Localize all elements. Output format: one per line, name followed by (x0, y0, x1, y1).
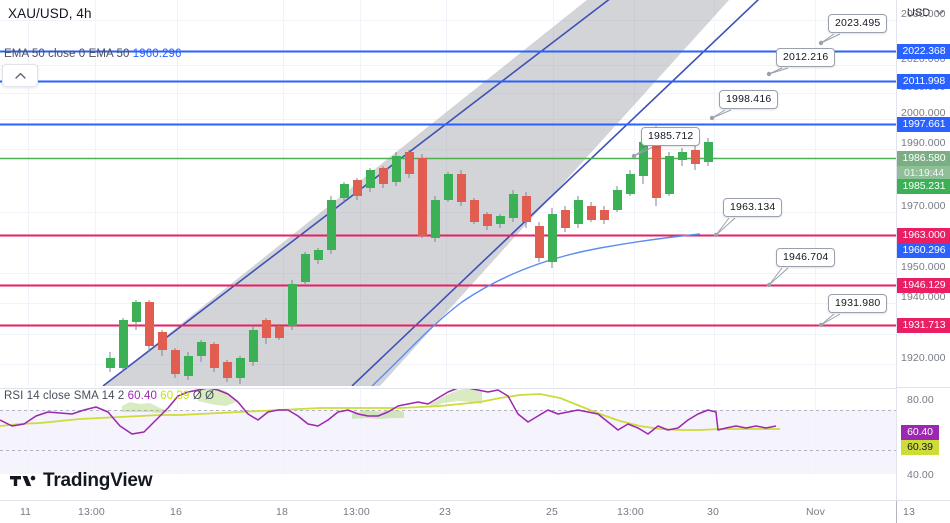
price-chip-1946[interactable]: 1946.129 (897, 278, 950, 293)
axis-tick: 1990.000 (901, 137, 946, 149)
countdown-chip: 01:19:44 (897, 166, 950, 181)
currency-label: USD (907, 6, 931, 19)
sma-value: 60.39 (160, 390, 190, 402)
callout-label: 1931.980 (835, 297, 881, 309)
callout-label: 1985.712 (648, 130, 694, 142)
callout-2023[interactable]: 2023.495 (828, 14, 888, 33)
axis-tick: 40.00 (907, 469, 934, 481)
time-tick: 16 (170, 506, 182, 518)
rsi-threshold-lines (0, 410, 896, 451)
ema-legend[interactable]: EMA 50 close 0 EMA 50 1960.296 (4, 48, 182, 60)
rsi-legend-text: RSI 14 close SMA 14 2 (4, 390, 125, 402)
price-level-lines[interactable] (0, 50, 896, 327)
time-tick: 13:00 (617, 506, 644, 518)
price-chip-2012[interactable]: 2011.998 (897, 74, 950, 89)
rsi-above-sma-fill (122, 388, 482, 419)
callout-1985[interactable]: 1985.712 (641, 127, 701, 146)
chevron-down-icon (936, 10, 944, 15)
last-price-chip[interactable]: 1985.231 (897, 179, 950, 194)
price-chip-1986[interactable]: 1986.580 (897, 151, 950, 166)
callout-1998[interactable]: 1998.416 (719, 90, 779, 109)
ema-legend-text: EMA 50 close 0 EMA 50 (4, 48, 130, 60)
collapse-pane-button[interactable] (2, 64, 38, 87)
time-axis-divider (896, 501, 897, 523)
axis-tick: 1940.000 (901, 291, 946, 303)
callout-label: 2023.495 (835, 17, 881, 29)
axis-tick: 1950.000 (901, 261, 946, 273)
callout-1963[interactable]: 1963.134 (723, 198, 783, 217)
time-tick: 25 (546, 506, 558, 518)
pane-separator (0, 388, 896, 389)
price-pane[interactable]: XAU/USD, 4h EMA 50 close 0 EMA 50 1960.2… (0, 0, 896, 386)
rsi-pane[interactable] (0, 388, 896, 474)
rsi-value: 60.40 (127, 390, 157, 402)
tradingview-mark-icon (10, 475, 36, 486)
price-chip-1960[interactable]: 1960.296 (897, 243, 950, 258)
callout-label: 2012.216 (783, 51, 829, 63)
callout-1931[interactable]: 1931.980 (828, 294, 888, 313)
symbol-legend[interactable]: XAU/USD, 4h (8, 6, 92, 21)
candlestick-series[interactable] (106, 126, 713, 384)
callout-1946[interactable]: 1946.704 (776, 248, 836, 267)
chevron-up-icon (14, 72, 26, 79)
axis-tick: 1970.000 (901, 200, 946, 212)
callout-label: 1963.134 (730, 201, 776, 213)
axis-tick: 2000.000 (901, 107, 946, 119)
tradingview-logo[interactable]: TradingView (10, 470, 153, 492)
ema-legend-value: 1960.296 (132, 48, 182, 60)
rsi-line (0, 388, 777, 435)
callout-label: 1946.704 (783, 251, 829, 263)
time-tick: 13:00 (343, 506, 370, 518)
axis-tick: 80.00 (907, 394, 934, 406)
time-tick: 11 (20, 506, 32, 518)
time-tick: Nov (806, 506, 825, 518)
axis-tick: 1920.000 (901, 352, 946, 364)
time-axis[interactable]: 11 13:00 16 18 13:00 23 25 13:00 30 Nov … (0, 500, 950, 523)
rsi-nil-1: Ø (192, 390, 202, 402)
time-tick: 13:00 (78, 506, 105, 518)
price-axis[interactable]: USD 2030.000 2020.000 2010.000 2000.000 … (896, 0, 950, 500)
price-chip-2022[interactable]: 2022.368 (897, 44, 950, 59)
time-tick: 23 (439, 506, 451, 518)
ema50-line (371, 233, 701, 386)
time-tick: 30 (707, 506, 719, 518)
currency-selector[interactable]: USD (902, 3, 948, 22)
sma-chip[interactable]: 60.39 (901, 440, 939, 455)
time-tick: 13 (903, 506, 915, 518)
axis-tick: 2030.000 (901, 8, 946, 20)
price-chart-svg[interactable] (0, 0, 896, 386)
time-tick: 18 (276, 506, 288, 518)
callout-2012[interactable]: 2012.216 (776, 48, 836, 67)
price-chip-1931[interactable]: 1931.713 (897, 318, 950, 333)
rsi-sma-line (0, 393, 780, 431)
candle-bodies (106, 130, 713, 378)
rsi-chip[interactable]: 60.40 (901, 425, 939, 440)
callout-label: 1998.416 (726, 93, 772, 105)
price-chip-1963[interactable]: 1963.000 (897, 228, 950, 243)
rsi-nil-2: Ø (205, 390, 215, 402)
axis-separator (897, 387, 950, 388)
rsi-gridlines (28, 388, 816, 474)
symbol-title: XAU/USD, 4h (8, 6, 92, 21)
price-chip-1998[interactable]: 1997.661 (897, 117, 950, 132)
tradingview-wordmark: TradingView (43, 470, 153, 491)
rsi-band (0, 410, 896, 474)
rsi-legend[interactable]: RSI 14 close SMA 14 2 60.40 60.39 Ø Ø (4, 390, 214, 402)
rsi-chart-svg[interactable] (0, 388, 896, 474)
